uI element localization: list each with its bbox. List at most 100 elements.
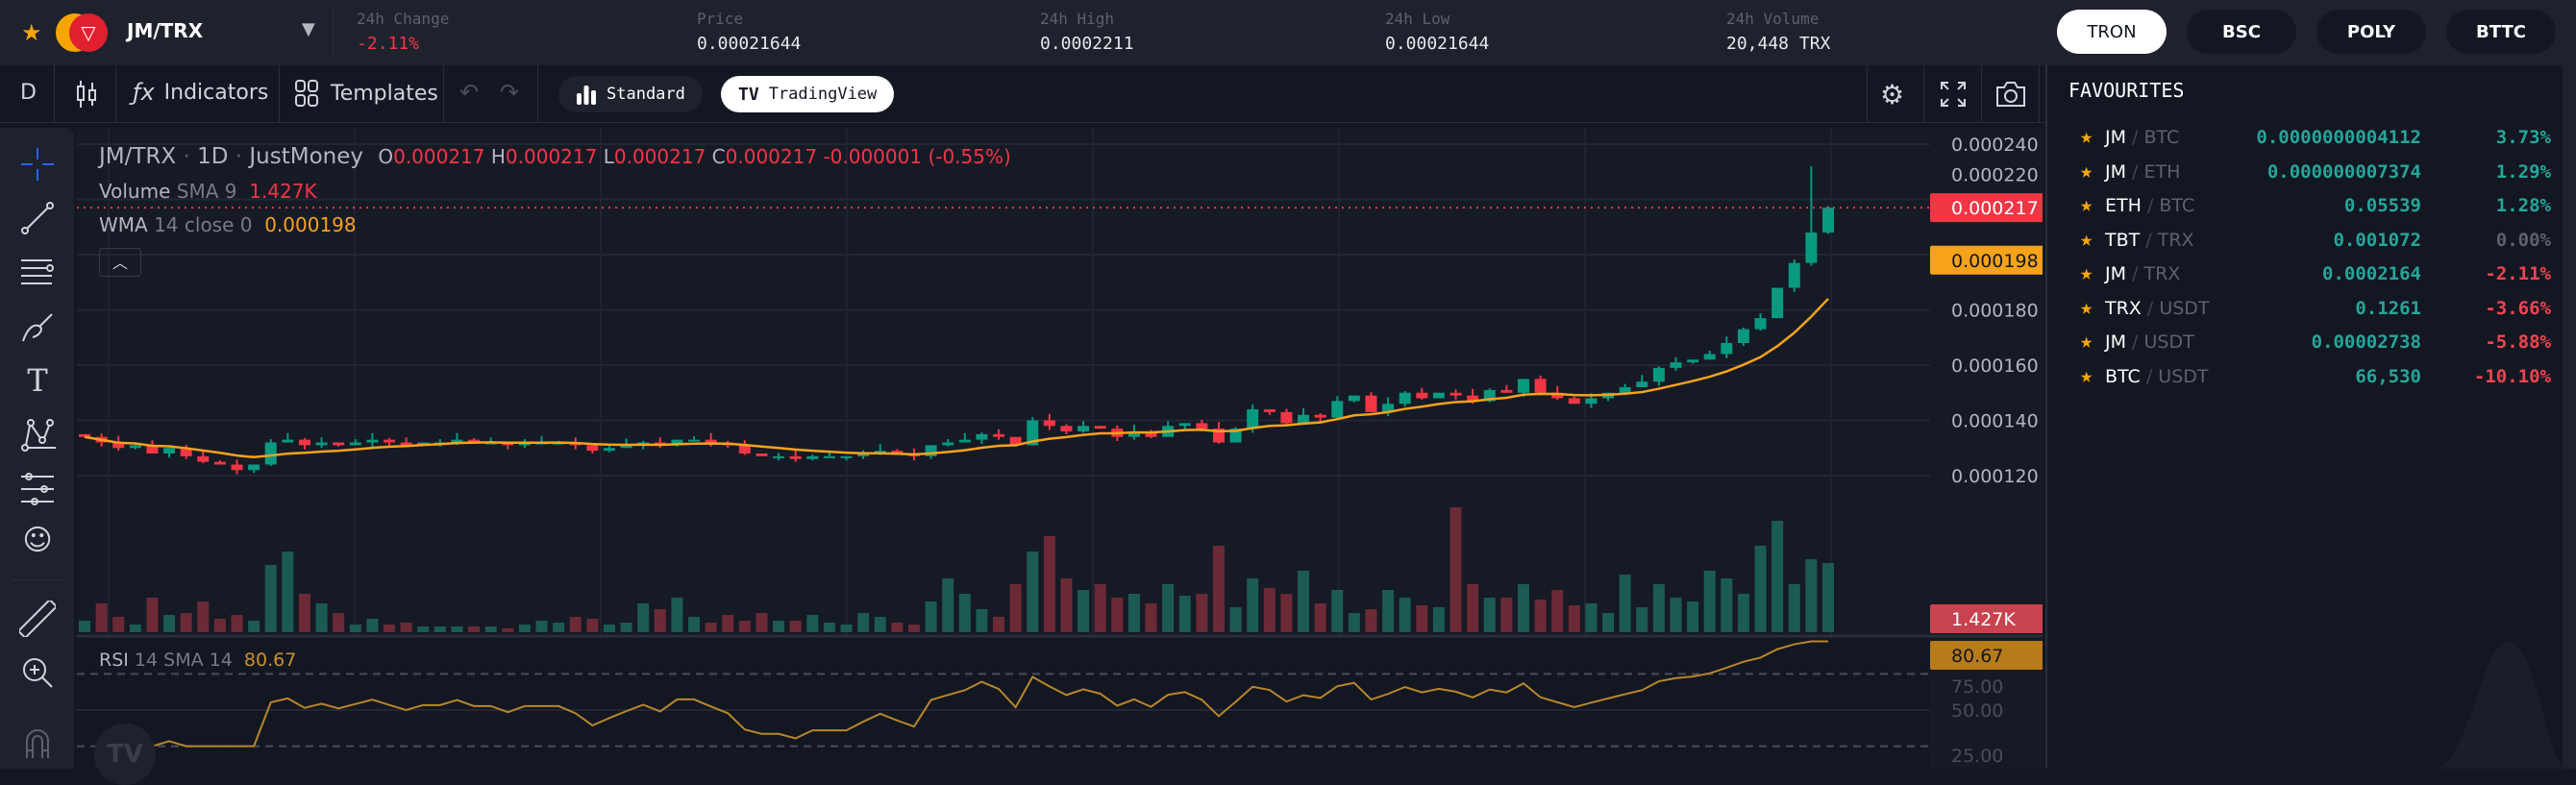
candle-body [1077,426,1090,431]
favourite-star-icon[interactable]: ★ [2080,193,2093,217]
wma-tag: 0.000198 [1951,251,2039,272]
volume-bar [79,621,90,632]
quote-asset: ETH [2143,160,2181,183]
candle-body [925,445,937,456]
favourite-star-icon[interactable]: ★ [2080,295,2093,320]
volume-bar [366,619,379,632]
favourite-star-icon[interactable]: ★ [21,19,42,46]
legend-wma[interactable]: WMA 14 close 0 0.000198 [99,213,357,236]
pair-dropdown-chevron-icon[interactable]: ▼ [302,19,315,39]
templates-button[interactable]: Templates [294,79,438,108]
standard-label: Standard [607,85,685,104]
crosshair-icon[interactable] [19,146,56,183]
price-tick-label: 0.000240 [1951,135,2039,156]
favourite-item[interactable]: ★ TRX / USDT 0.1261 -3.66% [2080,295,2551,320]
legend-rsi[interactable]: RSI 14 SMA 14 80.67 [99,650,297,671]
volume-bar [180,613,192,632]
candle-body [1298,414,1310,424]
chain-button-bsc[interactable]: BSC [2187,10,2296,54]
collapse-legend-button[interactable]: ︿ [99,248,141,277]
legend-interval[interactable]: 1D [197,144,229,169]
emoji-smile-icon[interactable]: ☺ [22,524,53,557]
rsi-tick-label: 25.00 [1951,746,2003,767]
favourite-star-icon[interactable]: ★ [2080,261,2093,285]
chain-button-bttc[interactable]: BTTC [2446,10,2556,54]
favourite-item[interactable]: ★ JM / TRX 0.0002164 -2.11% [2080,261,2551,285]
settings-gear-icon[interactable]: ⚙ [1880,79,1905,110]
pair-name[interactable]: JM/TRX [127,19,204,42]
favourite-star-icon[interactable]: ★ [2080,227,2093,252]
candle-body [1568,398,1580,405]
text-tool-icon[interactable]: T [27,362,48,399]
volume-bar [976,609,988,632]
redo-icon[interactable]: ↷ [500,79,520,106]
candle-body [1483,389,1496,402]
volume-bar [1263,588,1276,632]
base-asset: JM [2105,127,2126,148]
favourite-item[interactable]: ★ BTC / USDT 66,530 -10.10% [2080,363,2551,388]
favourite-star-icon[interactable]: ★ [2080,159,2093,184]
chain-button-poly[interactable]: POLY [2316,10,2426,54]
scrollbar[interactable] [2563,65,2576,769]
forecast-icon[interactable] [19,471,56,507]
favourite-star-icon[interactable]: ★ [2080,330,2093,354]
favourite-item[interactable]: ★ JM / BTC 0.0000000004112 3.73% [2080,125,2551,149]
trend-line-icon[interactable] [19,200,56,236]
wma-line [84,298,1829,459]
volume-bar [1467,584,1479,632]
fullscreen-icon[interactable] [1940,81,1967,111]
price-chart[interactable]: 0.000240 0.000220 0.000180 0.000160 0.000140… [77,128,2043,769]
volume-bar [755,613,768,632]
ruler-icon[interactable] [19,601,56,637]
volume-bar [942,578,954,632]
candle-body [806,455,819,459]
zoom-in-icon[interactable] [19,654,56,691]
volume-bar [163,615,176,632]
undo-icon[interactable]: ↶ [459,79,480,106]
volume-bar [1060,578,1073,632]
favourite-price: 0.05539 [2343,195,2421,216]
base-asset: JM [2105,263,2126,284]
candle-body [1687,359,1699,363]
screenshot-camera-icon[interactable] [1995,81,2026,111]
chart-area[interactable]: 0.000240 0.000220 0.000180 0.000160 0.000140… [77,128,2043,785]
chain-button-tron[interactable]: TRON [2057,10,2167,54]
standard-view-button[interactable]: Standard [558,76,703,112]
volume-bar [1145,603,1157,632]
indicators-button[interactable]: ƒx Indicators [133,79,268,106]
volume-bar [1416,605,1428,632]
divider [279,65,280,123]
magnet-icon[interactable] [19,724,56,760]
volume-bar [451,626,463,632]
interval-button[interactable]: D [20,81,37,105]
quote-asset: BTC [2159,195,2195,216]
volume-bar [925,601,937,632]
volume-bar [248,621,260,632]
favourite-star-icon[interactable]: ★ [2080,125,2093,149]
price-tick-label: 0.000160 [1951,356,2039,377]
volume-bar [197,601,210,632]
volume-bar [1399,598,1411,632]
volume-bar [603,625,615,632]
tradingview-view-button[interactable]: TV TradingView [721,76,895,112]
pattern-icon[interactable] [19,417,56,454]
favourite-item[interactable]: ★ TBT / TRX 0.001072 0.00% [2080,227,2551,252]
favourite-star-icon[interactable]: ★ [2080,363,2093,388]
candle-type-icon[interactable] [75,79,98,110]
volume-bar [417,626,430,632]
volume-bar [1229,607,1242,632]
favourite-item[interactable]: ★ JM / USDT 0.00002738 -5.88% [2080,330,2551,354]
volume-bar [1298,571,1310,632]
indicators-label: Indicators [163,80,269,105]
price-axis [1930,128,2043,769]
legend-main: JM/TRX · 1D · JustMoney O0.000217 H0.000… [99,144,1011,169]
candle-body [197,455,210,462]
favourite-item[interactable]: ★ ETH / BTC 0.05539 1.28% [2080,193,2551,217]
brush-icon[interactable] [19,310,56,347]
favourite-item[interactable]: ★ JM / ETH 0.000000007374 1.29% [2080,159,2551,184]
candle-body [1145,431,1157,437]
volume-bar [1687,601,1699,632]
legend-volume[interactable]: Volume SMA 9 1.427K [99,180,317,203]
fib-retracement-icon[interactable] [19,255,56,291]
volume-bar [1670,598,1682,632]
